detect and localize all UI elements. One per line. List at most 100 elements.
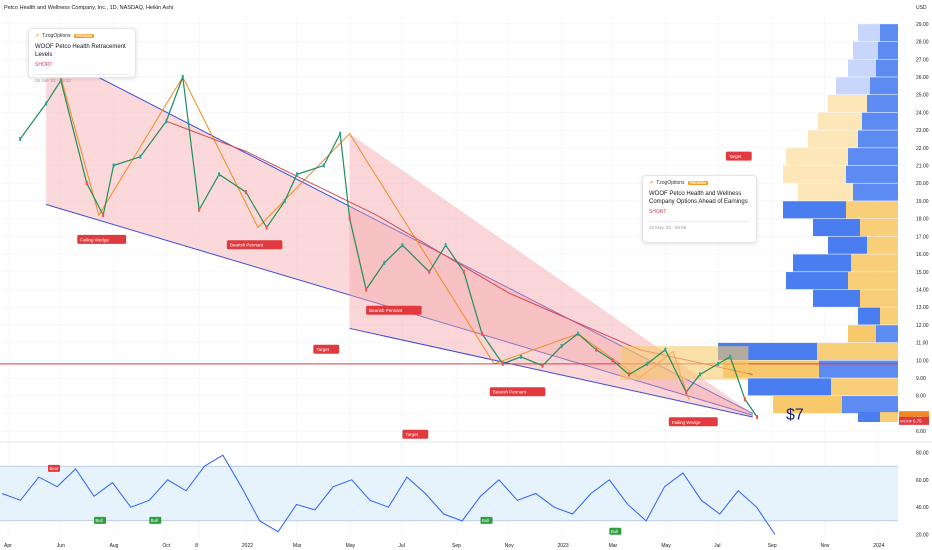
price-candle bbox=[102, 213, 105, 218]
volume-profile-bar bbox=[786, 272, 848, 290]
y-tick-label: 22.00 bbox=[916, 146, 929, 152]
x-tick-label: Aug bbox=[110, 543, 119, 549]
volume-profile-bar bbox=[819, 360, 898, 378]
annotation-badge bbox=[226, 240, 283, 250]
oscillator-line bbox=[1, 454, 776, 535]
x-tick-label: 2022 bbox=[242, 543, 253, 549]
price-candle bbox=[611, 358, 614, 363]
y-tick-label: 27.00 bbox=[916, 57, 929, 63]
channel-lower-line bbox=[349, 327, 753, 418]
x-tick-label: 8 bbox=[195, 543, 198, 549]
idea-card-right[interactable]: ↗ TzogOptions PREMIUM WOOF Petco Health an… bbox=[642, 175, 757, 243]
price-candle bbox=[560, 344, 563, 349]
volume-profile-bar bbox=[848, 59, 876, 77]
price-candle bbox=[462, 269, 465, 274]
price-candle bbox=[444, 243, 447, 248]
price-candle bbox=[383, 260, 386, 265]
y-tick-label: 13.00 bbox=[916, 305, 929, 311]
annotation-text: Bearish Pennant bbox=[493, 390, 527, 395]
volume-profile-bar bbox=[848, 325, 876, 343]
volume-profile-bar bbox=[860, 289, 898, 307]
annotation-badge bbox=[366, 305, 422, 315]
y-tick-label: 28.00 bbox=[916, 40, 929, 46]
osc-signal-badge bbox=[48, 464, 61, 472]
osc-signal-text: Bull bbox=[611, 529, 618, 534]
volume-profile-bar bbox=[813, 218, 860, 237]
volume-profile-bar bbox=[813, 289, 860, 307]
price-candle bbox=[401, 243, 404, 248]
annotation-text: Failing Wedge bbox=[672, 420, 701, 425]
brand-name: TzogOptions bbox=[656, 180, 685, 186]
volume-profile-bar bbox=[880, 24, 898, 42]
oscillator-panel: 20.00 40.00 60.00 80.00 Bear Bull Bull Bull Bull bbox=[0, 450, 929, 539]
pattern-annotations: Failing Wedge Bearish Pennant Bearish Penn… bbox=[77, 151, 804, 439]
volume-profile-bar bbox=[848, 148, 898, 166]
volume-profile-bar bbox=[846, 165, 898, 183]
x-tick-label: Sep bbox=[768, 543, 777, 549]
price-candle bbox=[577, 331, 579, 336]
volume-profile-bar bbox=[876, 59, 898, 77]
volume-profile-bar bbox=[858, 24, 880, 42]
price-candle bbox=[165, 119, 168, 124]
idea-card-left[interactable]: ↗ TzogOptions PREMIUM WOOF Petco Health Re… bbox=[28, 28, 136, 83]
volume-profile-bar bbox=[783, 165, 846, 183]
osc-signal-text: Bear bbox=[50, 466, 59, 471]
price-candle bbox=[218, 172, 221, 177]
volume-profile-bar bbox=[828, 236, 867, 254]
osc-y-tick-label: 40.00 bbox=[916, 505, 929, 511]
y-tick-label: 29.00 bbox=[916, 22, 929, 28]
volume-profile-bar bbox=[748, 378, 831, 396]
y-tick-label: 14.00 bbox=[916, 287, 929, 293]
price-candle bbox=[481, 331, 483, 336]
volume-profile-bar bbox=[853, 41, 878, 59]
price-tag-text: 6.75 bbox=[913, 419, 922, 424]
osc-y-tick-label: 60.00 bbox=[916, 478, 929, 484]
idea-date: 22 May '23 · 08:59 bbox=[649, 221, 750, 230]
volume-profile-bar bbox=[860, 218, 898, 237]
osc-signal-text: Bull bbox=[151, 518, 158, 523]
volume-profile-bar bbox=[858, 411, 880, 422]
volume-profile-bar bbox=[818, 112, 862, 130]
axes: 6.007.008.009.0010.0011.0012.0013.0014.0… bbox=[4, 22, 929, 549]
volume-profile-bar bbox=[828, 94, 867, 113]
price-candle bbox=[244, 190, 247, 195]
idea-title: WOOF Petco Health Retracement Levels bbox=[35, 44, 126, 58]
volume-profile-bar bbox=[853, 183, 898, 201]
volume-profile-bar bbox=[836, 77, 870, 95]
price-candle bbox=[646, 361, 649, 366]
y-tick-label: 17.00 bbox=[916, 234, 929, 240]
y-tick-label: 6.00 bbox=[916, 429, 926, 435]
volume-profile-bar bbox=[862, 112, 898, 130]
volume-profile-bar bbox=[831, 378, 898, 396]
osc-signal-text: Bull bbox=[482, 518, 489, 523]
price-candle bbox=[428, 269, 431, 274]
price-candle bbox=[365, 287, 368, 292]
volume-profile-bar bbox=[817, 342, 898, 361]
price-candle bbox=[595, 347, 598, 352]
annotation-badge bbox=[725, 151, 752, 161]
price-candle bbox=[685, 390, 688, 395]
osc-y-tick-label: 20.00 bbox=[916, 533, 929, 539]
annotation-text: Target bbox=[316, 347, 329, 352]
price-candle bbox=[283, 198, 286, 203]
osc-signal-badge bbox=[94, 516, 107, 524]
volume-profile-bar bbox=[880, 411, 898, 422]
x-tick-label: Mar bbox=[609, 543, 618, 549]
idea-side: SHORT bbox=[35, 62, 53, 68]
volume-profile-bar bbox=[870, 77, 898, 95]
annotation-badge bbox=[77, 234, 127, 244]
osc-signal-text: Bull bbox=[96, 518, 103, 523]
x-tick-label: May bbox=[346, 543, 356, 549]
y-tick-label: 12.00 bbox=[916, 323, 929, 329]
x-tick-label: Jul bbox=[714, 543, 720, 549]
volume-profile-bar bbox=[793, 254, 851, 272]
y-tick-label: 24.00 bbox=[916, 110, 929, 116]
y-tick-label: 11.00 bbox=[916, 341, 928, 347]
y-tick-label: 26.00 bbox=[916, 75, 929, 81]
price-candle bbox=[698, 372, 701, 377]
annotation-text: Bearish Pennant bbox=[369, 308, 403, 313]
consolidation-box bbox=[620, 346, 749, 380]
price-target-label: $7 bbox=[786, 407, 804, 424]
y-tick-label: 23.00 bbox=[916, 128, 929, 134]
